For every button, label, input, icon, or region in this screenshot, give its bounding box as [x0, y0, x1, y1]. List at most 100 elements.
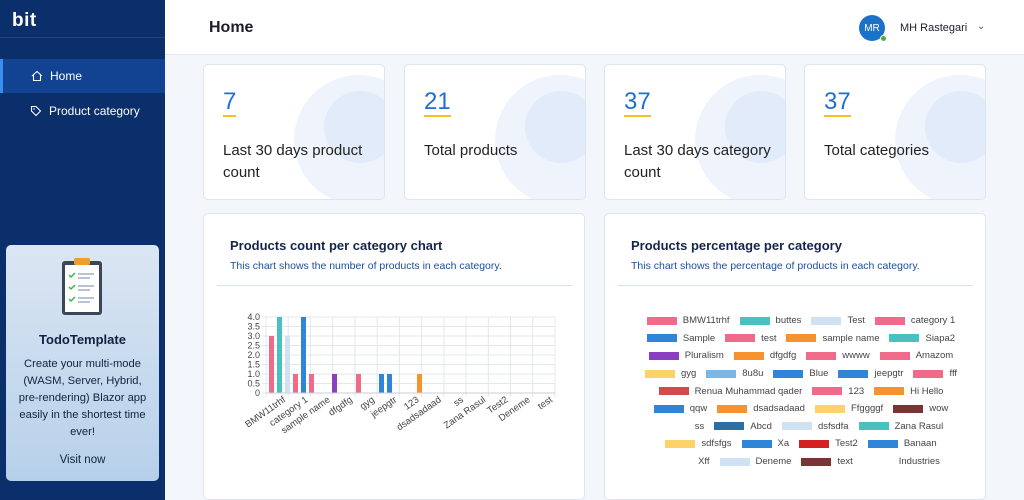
legend-item[interactable]: Test2 [799, 438, 858, 449]
bar-pluralism[interactable] [332, 374, 337, 393]
legend-item[interactable]: Xff [662, 456, 710, 468]
legend-item[interactable]: ss [658, 421, 704, 432]
bar-sample-name[interactable] [309, 374, 314, 393]
legend-label: Xa [777, 438, 790, 450]
legend-item[interactable]: Amazom [879, 350, 954, 362]
legend-item[interactable]: Renua Muhammad qader [658, 386, 802, 397]
stat-label: Last 30 days category count [624, 142, 771, 181]
visit-now-link[interactable]: Visit now [59, 454, 106, 466]
promo-description: Create your multi-mode (WASM, Server, Hy… [18, 358, 147, 438]
y-tick-label: 2.5 [247, 341, 260, 351]
bar-category-1[interactable] [293, 374, 298, 393]
legend-item[interactable]: Xa [741, 438, 790, 450]
stat-card-total-categories: 37 Total categories [804, 64, 986, 200]
legend-label: dfgdfg [769, 350, 797, 362]
legend-swatch [741, 439, 772, 448]
y-tick-label: 3.5 [247, 322, 260, 332]
bar-buttes[interactable] [277, 317, 282, 393]
legend-row: Xff Deneme text Industries [626, 453, 976, 471]
legend-swatch [739, 316, 770, 325]
legend-item[interactable]: test [725, 333, 776, 344]
legend-swatch [646, 316, 677, 325]
legend-item[interactable]: sdfsfgs [665, 438, 732, 450]
legend-item[interactable]: fff [913, 368, 957, 379]
legend-label: Test2 [835, 438, 858, 450]
legend-item[interactable]: Siapa2 [889, 333, 955, 344]
legend-item[interactable]: Blue [773, 368, 828, 379]
legend-item[interactable]: jeepgtr [838, 368, 903, 379]
legend-label: Ffggggf [850, 403, 884, 415]
legend-label: Deneme [755, 456, 792, 468]
legend-item[interactable]: BMW11trhf [646, 315, 730, 326]
legend-item[interactable]: sample name [786, 333, 879, 344]
legend-row: BMW11trhf buttes Test category 1 [626, 312, 976, 330]
legend-item[interactable]: wwww [806, 350, 870, 361]
legend-swatch [874, 316, 905, 325]
legend-item[interactable]: Ffggggf [814, 403, 884, 415]
stat-value: 7 [223, 88, 237, 117]
card-decoration [525, 91, 585, 163]
y-tick-label: 1.0 [247, 369, 260, 379]
bar-sample[interactable] [301, 317, 306, 393]
bar-chart: 00.51.01.52.02.53.03.54.0BMW11trhfcatego… [243, 312, 556, 436]
legend-label: Siapa2 [925, 332, 956, 344]
sidebar-item-home[interactable]: Home [0, 59, 165, 93]
legend-item[interactable]: dfgdfg [733, 350, 797, 362]
stat-card-last-30-days-category-count: 37 Last 30 days category count [604, 64, 786, 200]
legend-item[interactable]: Sample [646, 333, 715, 344]
panel-title: Products percentage per category [631, 238, 842, 253]
bar-dfgdfg[interactable] [356, 374, 361, 393]
legend-swatch [858, 422, 889, 431]
clipboard-checklist-icon [60, 257, 104, 322]
legend-label: Xff [698, 456, 710, 468]
brand-logo[interactable]: bit [0, 0, 165, 38]
legend-item[interactable]: buttes [739, 315, 802, 327]
y-tick-label: 3.0 [247, 331, 260, 341]
legend-swatch [644, 369, 675, 378]
legend-item[interactable]: Hi Hello [874, 386, 943, 397]
legend-label: sdfsfgs [701, 438, 732, 450]
legend-label: Pluralism [684, 350, 724, 362]
legend-swatch [879, 351, 910, 360]
legend-item[interactable]: dsadsadaad [717, 403, 805, 414]
legend-swatch [658, 422, 689, 431]
legend-item[interactable]: Test [811, 315, 865, 326]
legend-item[interactable]: qqw [653, 403, 707, 414]
bar-blue[interactable] [379, 374, 384, 393]
y-tick-label: 2.0 [247, 350, 260, 360]
user-name[interactable]: MH Rastegari [900, 22, 968, 34]
legend-item[interactable]: category 1 [874, 315, 955, 326]
legend-label: Industries [898, 456, 940, 468]
legend-row: Renua Muhammad qader 123 Hi Hello [626, 382, 976, 400]
legend-item[interactable]: gyg [644, 368, 696, 379]
avatar[interactable]: MR [859, 15, 885, 41]
legend-label: buttes [775, 315, 802, 327]
legend-item[interactable]: Abcd [714, 421, 772, 432]
legend-label: Amazom [915, 350, 954, 362]
bar-dsadsadaad[interactable] [417, 374, 422, 393]
promo-title: TodoTemplate [39, 332, 126, 347]
bar-bmw11trhf[interactable] [269, 336, 274, 393]
sidebar-item-product-category[interactable]: Product category [0, 94, 165, 128]
sidebar-item-label: Home [50, 69, 83, 83]
legend-item[interactable]: text [801, 456, 853, 467]
legend-item[interactable]: wow [893, 403, 948, 414]
legend-item[interactable]: Zana Rasul [858, 421, 943, 432]
legend-item[interactable]: Deneme [719, 456, 792, 468]
legend-label: Abcd [750, 420, 772, 432]
stat-value: 37 [824, 88, 851, 117]
legend-item[interactable]: 8u8u [706, 368, 763, 379]
chevron-down-icon[interactable]: ⌄ [977, 21, 986, 32]
legend-label: Hi Hello [910, 385, 944, 397]
stat-value: 37 [624, 88, 651, 117]
legend-label: Blue [809, 368, 829, 380]
bar-jeepgtr[interactable] [387, 374, 392, 393]
legend-item[interactable]: Industries [862, 456, 940, 468]
legend-item[interactable]: Banaan [867, 438, 937, 449]
bar-test[interactable] [285, 336, 290, 393]
legend-swatch [838, 369, 869, 378]
legend-item[interactable]: Pluralism [648, 350, 724, 362]
legend-item[interactable]: dsfsdfa [781, 421, 849, 432]
legend-swatch [658, 387, 689, 396]
legend-item[interactable]: 123 [812, 386, 864, 397]
